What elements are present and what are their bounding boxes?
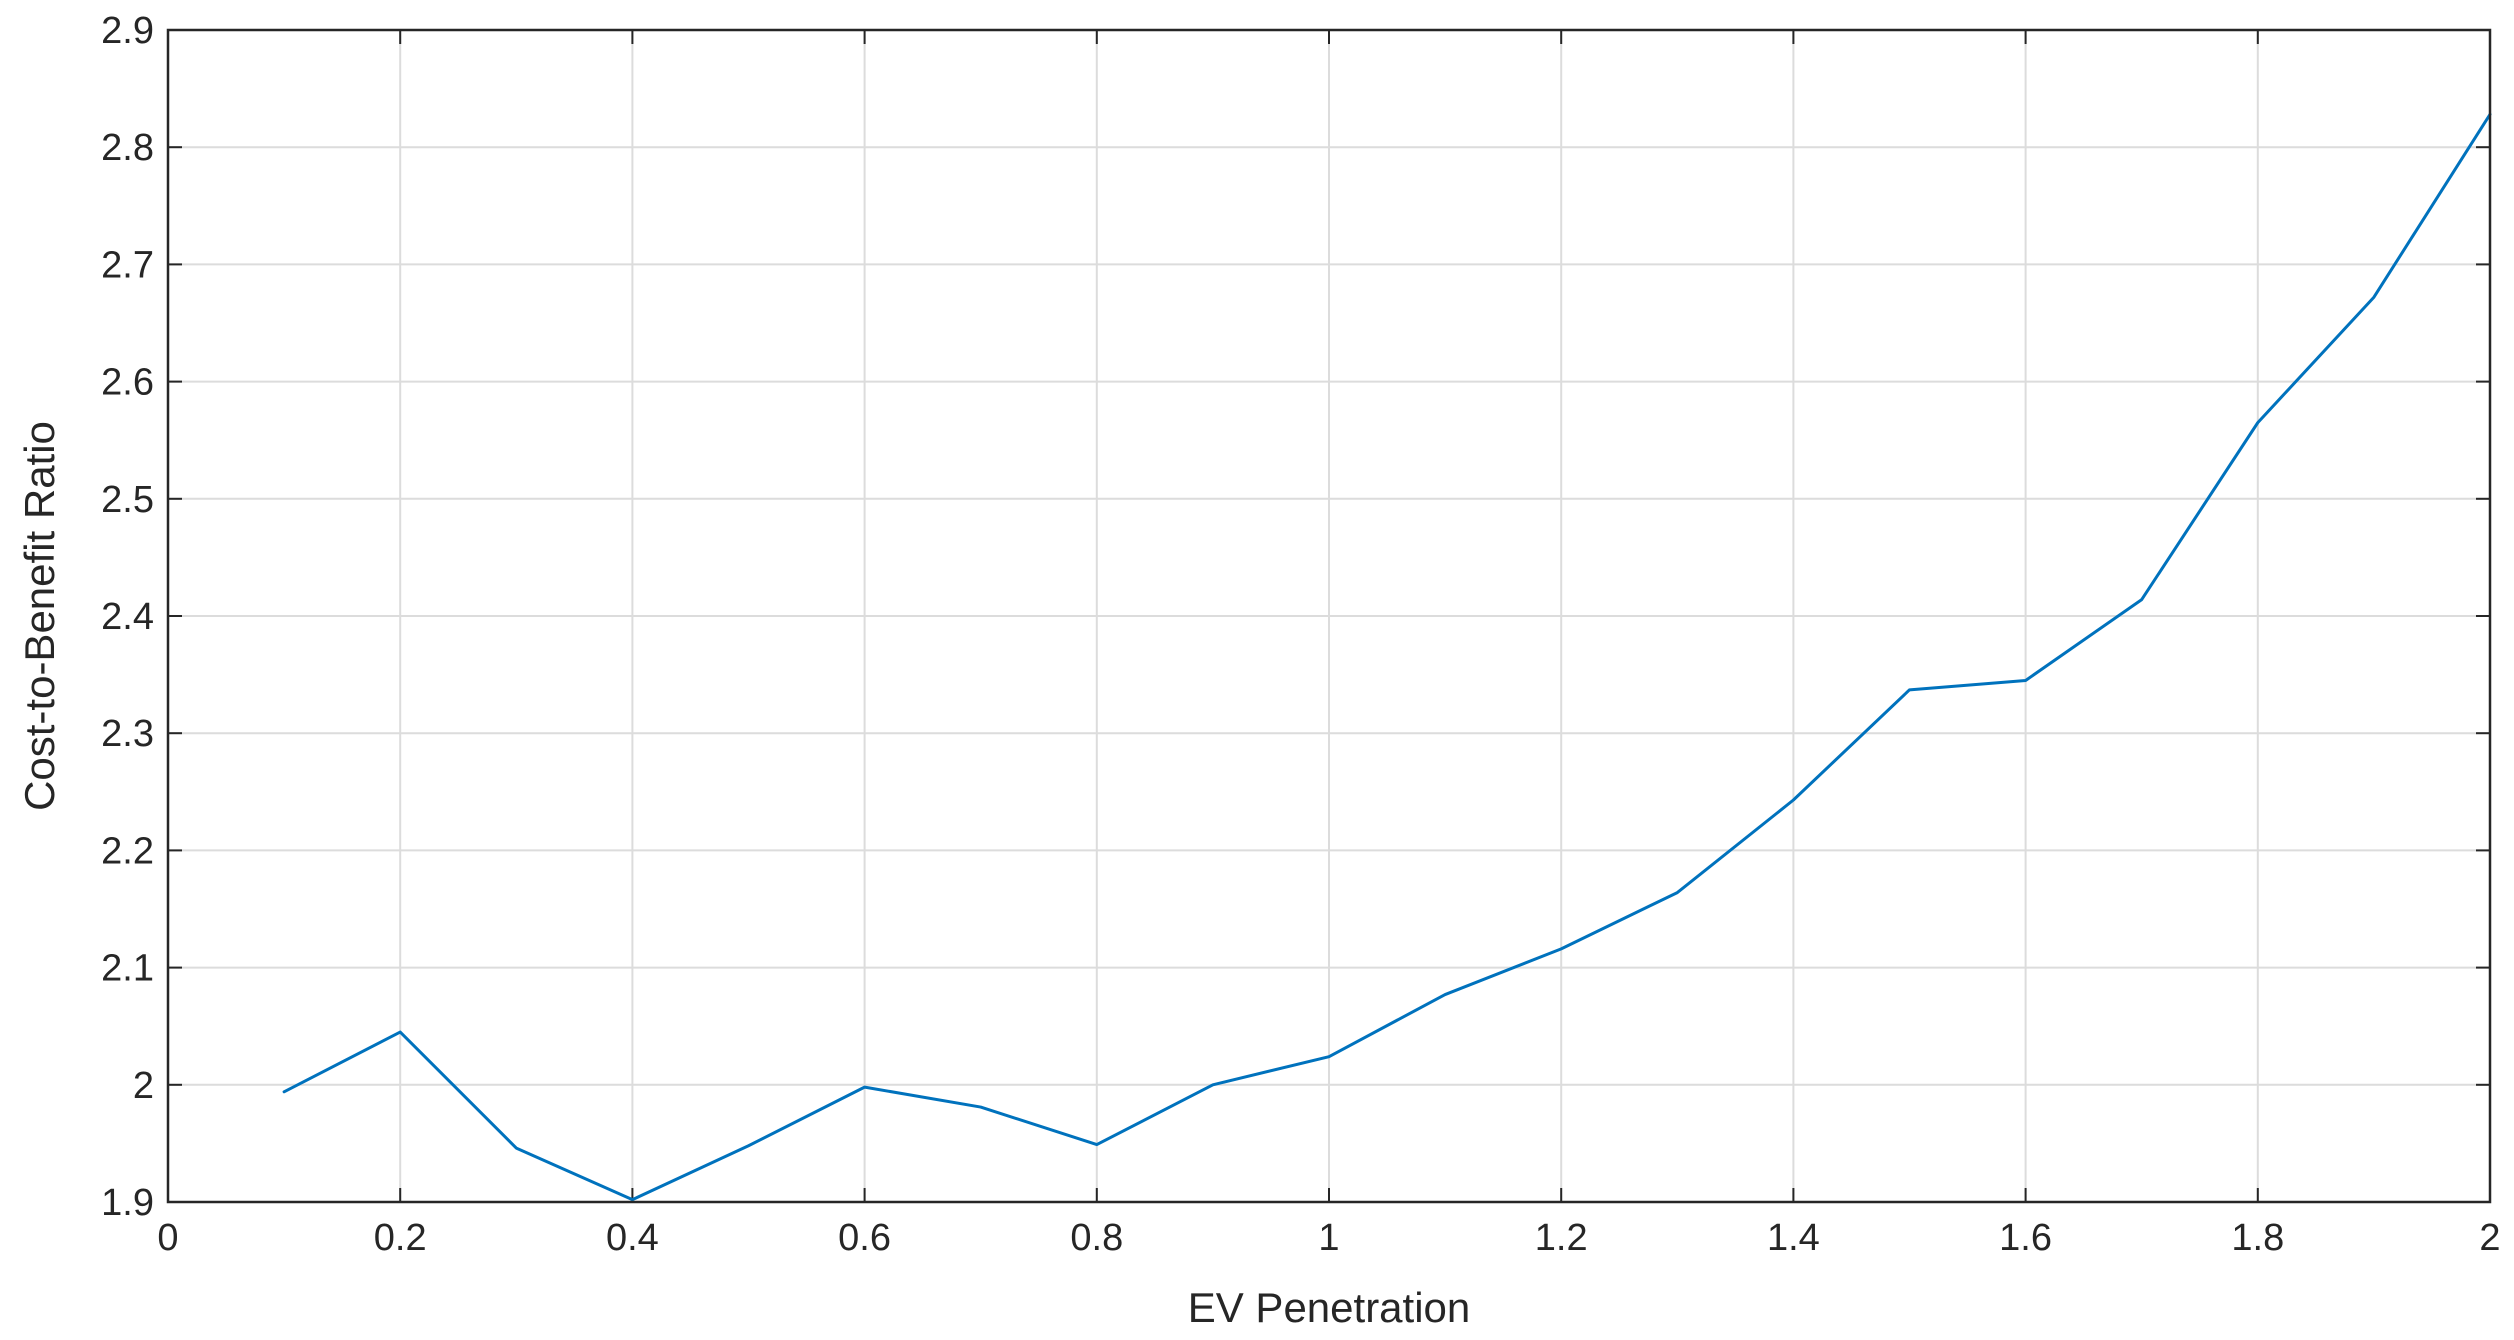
x-tick-label: 2 <box>2479 1217 2500 1259</box>
plot-area-border <box>166 28 2492 1204</box>
grid <box>167 29 2491 1203</box>
y-tick-label: 2.5 <box>101 479 154 521</box>
y-tick-label: 2.9 <box>101 10 154 52</box>
y-axis-label: Cost-to-Benefit Ratio <box>16 421 63 811</box>
y-tick-label: 2.6 <box>101 362 154 404</box>
series-line <box>282 112 2492 1202</box>
y-tick-label: 2 <box>133 1065 154 1107</box>
x-tick-label: 1.2 <box>1535 1217 1588 1259</box>
x-tick-label: 0.6 <box>838 1217 891 1259</box>
x-tick-label: 1.4 <box>1767 1217 1820 1259</box>
y-tick-labels: 1.9 2 2.1 2.2 2.3 2.4 2.5 2.6 2.7 2.8 2.9 <box>101 10 154 1224</box>
y-tick-label: 2.7 <box>101 244 154 286</box>
y-tick-label: 2.4 <box>101 596 154 638</box>
x-tick-label: 0.4 <box>606 1217 659 1259</box>
x-tick-label: 1.6 <box>1999 1217 2052 1259</box>
x-tick-label: 0.2 <box>374 1217 427 1259</box>
x-tick-label: 0.8 <box>1070 1217 1123 1259</box>
y-tick-label: 1.9 <box>101 1182 154 1224</box>
x-tick-labels: 0 0.2 0.4 0.6 0.8 1 1.2 1.4 1.6 1.8 2 <box>157 1217 2500 1259</box>
x-tick-label: 0 <box>157 1217 178 1259</box>
x-tick-label: 1 <box>1318 1217 1339 1259</box>
x-tick-label: 1.8 <box>2231 1217 2284 1259</box>
y-tick-label: 2.3 <box>101 713 154 755</box>
y-tick-label: 2.1 <box>101 948 154 990</box>
y-tick-label: 2.2 <box>101 830 154 872</box>
y-tick-label: 2.8 <box>101 127 154 169</box>
x-axis-label: EV Penetration <box>1188 1284 1471 1331</box>
